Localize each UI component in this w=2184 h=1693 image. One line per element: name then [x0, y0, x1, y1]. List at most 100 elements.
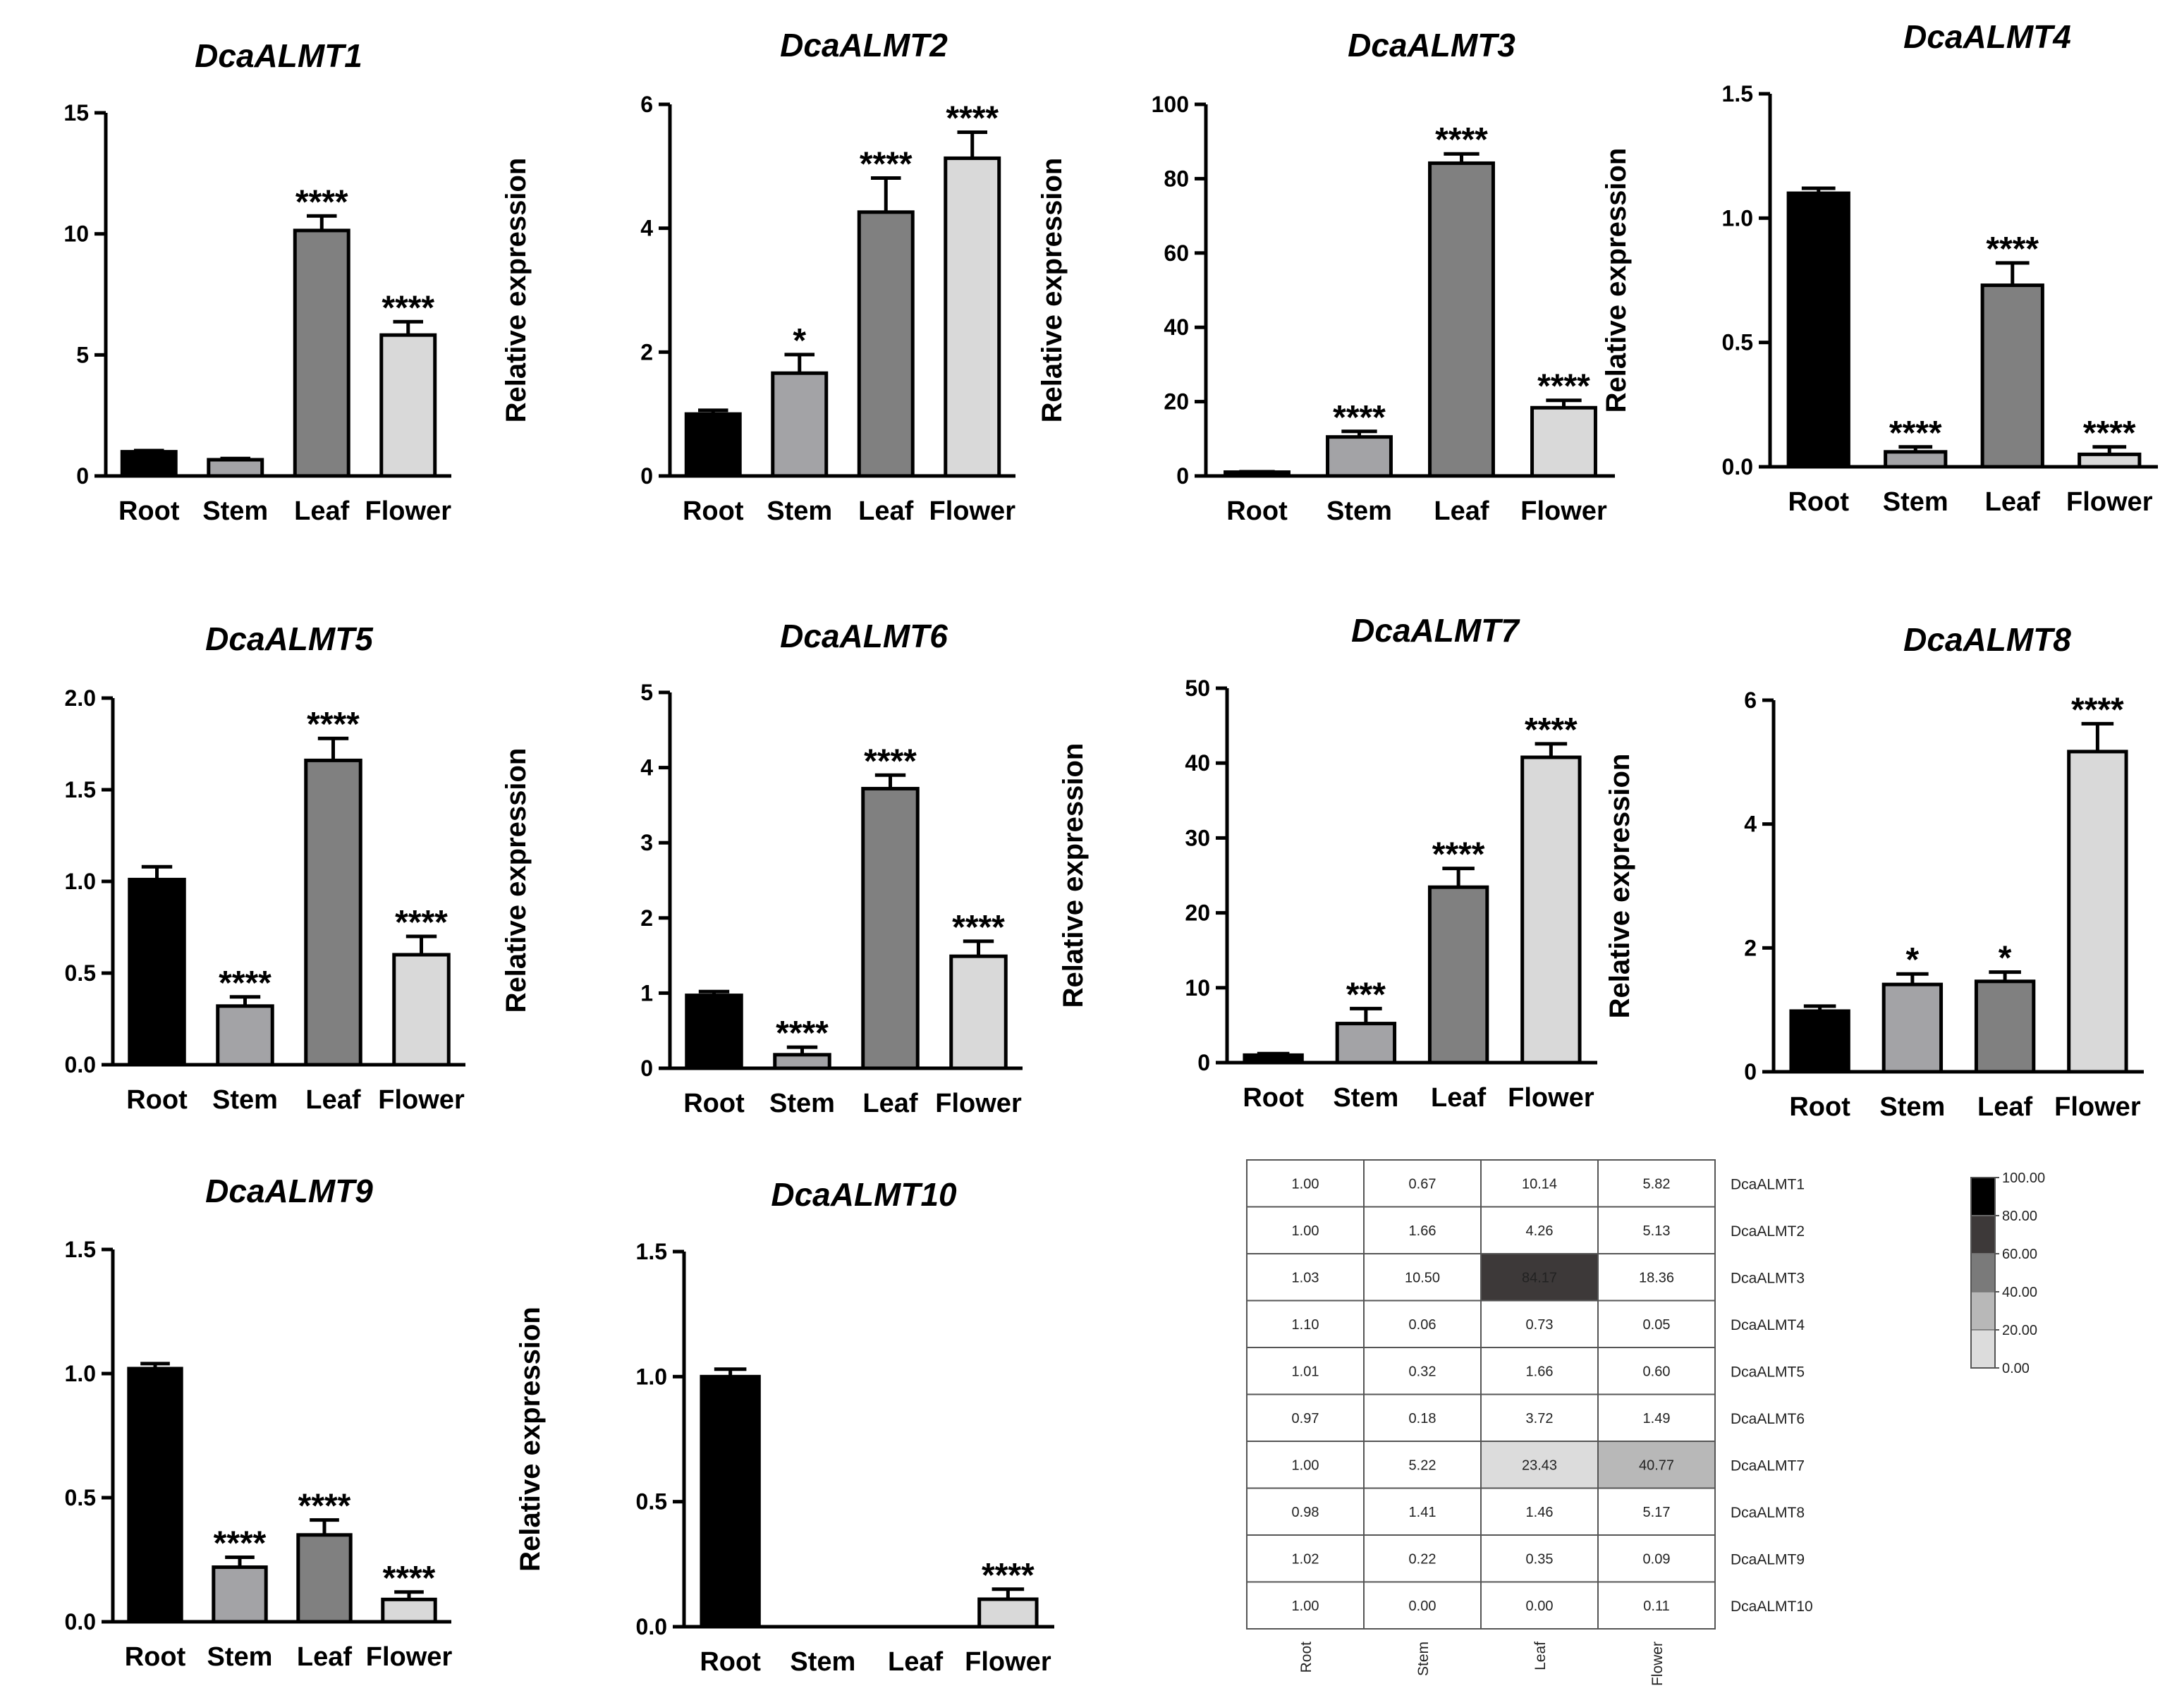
y-tick-label: 0.0 [636, 1614, 667, 1639]
significance-marker: **** [295, 183, 348, 221]
x-tick-label: Stem [1326, 496, 1392, 526]
bar-leaf [1427, 885, 1489, 1065]
heatmap-cell-value: 18.36 [1639, 1270, 1674, 1285]
heatmap-cell [1363, 1487, 1482, 1536]
legend-label: 100.00 [2002, 1171, 2045, 1186]
y-tick-label: 2.0 [65, 685, 96, 711]
heatmap-cell-value: 1.49 [1643, 1411, 1671, 1426]
bar-root [685, 994, 743, 1070]
x-tick-label: Stem [1883, 487, 1948, 517]
y-axis-label: Relative expression [501, 158, 532, 423]
chart-panel: DcaALMT1Relative expression051015RootSte… [63, 37, 451, 526]
legend-label: 40.00 [2002, 1285, 2037, 1300]
y-tick-label: 1.0 [65, 1361, 96, 1386]
bar-stem [771, 371, 829, 478]
bar-root [128, 877, 186, 1067]
heatmap-cell-value: 0.06 [1409, 1317, 1436, 1333]
x-tick-label: Leaf [1977, 1092, 2032, 1122]
y-tick-label: 0.5 [65, 1485, 96, 1510]
significance-marker: **** [1889, 415, 1942, 452]
heatmap-cell-value: 1.10 [1292, 1317, 1319, 1333]
x-tick-label: Root [700, 1647, 761, 1677]
bar-stem [1881, 982, 1944, 1074]
significance-marker: **** [395, 904, 448, 941]
y-tick-label: 0.5 [65, 960, 96, 986]
x-tick-label: Root [1789, 1092, 1850, 1122]
y-tick-label: 0.0 [65, 1609, 96, 1634]
significance-marker: **** [864, 742, 917, 780]
heatmap-row-label: DcaALMT10 [1731, 1599, 1813, 1615]
x-tick-label: Stem [1879, 1092, 1945, 1122]
bar-stem [773, 1053, 831, 1070]
x-tick-label: Stem [212, 1085, 278, 1115]
bar-stem [207, 458, 264, 478]
heatmap-row-label: DcaALMT4 [1731, 1317, 1805, 1333]
y-tick-label: 40 [1185, 750, 1210, 776]
y-axis-label: Relative expression [1058, 743, 1089, 1008]
bar-root [1243, 1053, 1304, 1065]
y-tick-label: 5 [76, 342, 89, 367]
significance-marker: *** [1346, 976, 1386, 1013]
heatmap-row-label: DcaALMT7 [1731, 1457, 1805, 1474]
y-tick-label: 6 [1744, 687, 1757, 713]
heatmap-cell-value: 1.00 [1292, 1176, 1319, 1192]
heatmap-cell [1246, 1347, 1365, 1395]
heatmap-cell [1363, 1206, 1482, 1254]
y-tick-label: 0 [1197, 1050, 1210, 1075]
y-tick-label: 15 [63, 100, 89, 126]
heatmap-cell-value: 40.77 [1639, 1457, 1674, 1473]
x-tick-label: Root [683, 1089, 745, 1118]
y-tick-label: 100 [1152, 92, 1189, 117]
significance-marker: **** [298, 1488, 351, 1525]
heatmap-cell [1597, 1347, 1716, 1395]
x-tick-label: Leaf [888, 1647, 943, 1677]
bar-flower [944, 156, 1001, 478]
bar-flower [1520, 755, 1582, 1065]
heatmap-row-label: DcaALMT5 [1731, 1364, 1805, 1380]
chart-panel: DcaALMT10 Relative expression 0.0 0.5 1.0 1.5… [515, 1176, 1054, 1677]
bar-stem [1335, 1022, 1397, 1065]
x-tick-label: Stem [207, 1642, 273, 1672]
significance-marker: **** [2071, 691, 2124, 728]
legend-label: 60.00 [2002, 1247, 2037, 1262]
heatmap-cell [1597, 1393, 1716, 1442]
bar-flower [1530, 405, 1597, 478]
heatmap-cell [1246, 1206, 1365, 1254]
heatmap-cell-value: 0.05 [1643, 1317, 1671, 1333]
heatmap-cell [1480, 1347, 1599, 1395]
heatmap-cell-value: 0.98 [1292, 1505, 1319, 1520]
heatmap-cell-value: 1.00 [1292, 1599, 1319, 1614]
bar-root [1786, 191, 1850, 469]
x-tick-label: Flower [2054, 1092, 2141, 1122]
y-tick-label: 1.5 [1722, 81, 1753, 106]
heatmap-cell [1246, 1393, 1365, 1442]
heatmap-cell [1597, 1487, 1716, 1536]
bar-flower [2078, 452, 2142, 469]
significance-marker: * [1999, 940, 2012, 977]
x-tick-label: Flower [2066, 487, 2153, 517]
y-tick-label: 0 [640, 463, 653, 489]
x-tick-label: Root [1226, 496, 1288, 526]
heatmap-cell-value: 0.22 [1409, 1551, 1436, 1567]
heatmap-row-label: DcaALMT1 [1731, 1176, 1805, 1192]
x-tick-label: Leaf [294, 496, 349, 526]
y-tick-label: 0 [1176, 463, 1189, 489]
heatmap-cell [1480, 1253, 1599, 1302]
significance-marker: **** [219, 965, 272, 1002]
x-tick-label: Leaf [862, 1089, 917, 1118]
y-tick-label: 30 [1185, 825, 1210, 850]
heatmap-cell-value: 10.14 [1522, 1176, 1557, 1192]
x-tick-label: Flower [1520, 496, 1607, 526]
heatmap-cell-value: 0.00 [1409, 1599, 1436, 1614]
chart-panel: DcaALMT9Relative expression0.00.51.01.5R… [65, 1173, 453, 1672]
y-tick-label: 0.0 [65, 1052, 96, 1077]
chart-panel: DcaALMT3 Relative expression 0 20 40 60 80 100 R… [1037, 27, 1615, 526]
chart-panel: DcaALMT6 Relative expression 0 1 2 3 4 5 Root ***… [501, 618, 1023, 1118]
y-tick-label: 0 [1744, 1059, 1757, 1084]
heatmap-cell-value: 5.17 [1643, 1505, 1671, 1520]
x-tick-label: Leaf [1431, 1083, 1486, 1113]
bar-flower [2067, 750, 2128, 1074]
chart-title: DcaALMT6 [780, 618, 948, 654]
y-tick-label: 10 [63, 221, 89, 247]
